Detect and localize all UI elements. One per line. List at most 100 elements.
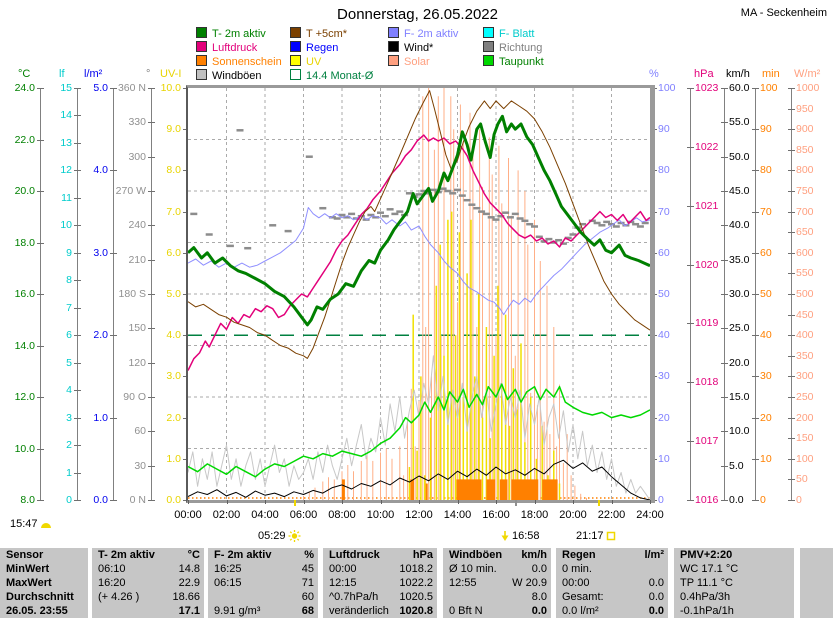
axis-tick-label: 90 O [123,391,146,403]
axis-tick-label: 100 [796,452,814,465]
axis-tick-label: 3.0 [166,370,181,383]
table-row [800,562,833,576]
axis-tick-label: 24.0 [14,82,35,94]
table-column-0: Sensor MinWert MaxWert Durchschnitt 26.05. 2… [0,548,88,618]
axis-tick-label: 0.0 [729,494,744,506]
axis-tick-label: 600 [796,246,814,259]
legend-item-t-5cm: T +5cm* [290,27,347,40]
table-cell: MaxWert [6,577,52,589]
axis-tick-label: 150 [128,322,146,335]
axis-tick-label: 50.0 [729,150,750,163]
axis-tick [687,146,694,148]
axis-tick [687,88,694,89]
table-cell: 1022.2 [399,577,433,589]
axis-tick-label: 10 [60,219,72,232]
axis-tick-label: 25.0 [729,322,750,335]
legend-label: Richtung [499,42,543,54]
axis-tick [721,156,728,158]
axis-tick [752,129,759,131]
axis-tick [752,88,759,89]
legend-label: Luftdruck [212,42,258,54]
axis-tick [110,88,117,89]
axis-tick-label: 550 [796,267,814,280]
table-row: ^0.7hPa/h 1020.5 [323,590,437,604]
axis-tick [788,149,795,151]
table-cell: 14.8 [178,563,200,575]
table-cell: 16:20 [98,577,126,589]
legend-swatch-f-blatt-icon [483,27,494,38]
axis-tick [721,294,728,295]
axis-tick-label: 100 [658,82,676,94]
table-cell: ^0.7hPa/h [329,591,379,603]
axis-tick-label: 150 [796,432,814,445]
table-cell: 0.0 l/m² [562,605,599,617]
axis-unit-w-m: W/m² [794,68,821,80]
table-cell: 1018.2 [399,563,433,575]
legend-item-f-blatt: F- Blatt [483,27,534,40]
axis-tick [788,211,795,213]
table-cell: 26.05. 23:55 [6,605,68,617]
x-axis-label: 06:00 [289,509,318,521]
axis-tick-label: 50 [796,473,808,486]
axis-tick [721,328,728,330]
axis-tick-label: 40 [760,329,772,342]
axis-unit-c: °C [18,68,31,80]
axis-tick [752,500,759,501]
axis-tick-label: 12 [60,164,72,177]
axis-tick-label: 1 [66,466,72,479]
axis-tick [37,397,44,398]
axis-tick [788,397,795,398]
axis-tick-label: 1023 [695,82,719,94]
x-axis-label: 20:00 [559,509,587,521]
axis-tick [74,252,81,254]
axis-tick-label: 1020 [695,258,719,271]
legend-swatch-14-4-monat-icon [290,69,301,80]
x-axis-label: 00:00 [174,509,202,521]
axis-tick [74,390,81,392]
axis-tick [721,397,728,398]
axis-tick-label: 60.0 [729,82,750,94]
table-cell: hPa [412,549,433,561]
axis-tick [788,417,795,419]
table-row: MinWert [0,562,88,576]
axis-tick [721,122,728,124]
axis-tick-label: 2 [66,439,72,452]
axis-tick-label: 0 [66,494,72,506]
x-axis-tick [534,500,536,504]
table-cell: 0 min. [562,563,592,575]
table-row: 8.0 [443,590,551,604]
axis-unit-min: min [762,68,780,80]
axis-tick [110,335,117,337]
sun-icon [288,530,301,542]
axis-tick-label: 12.0 [14,391,35,403]
table-cell: 45 [301,563,314,575]
axis-tick [148,191,155,192]
axis-tick [752,335,759,337]
table-row: Gesamt: 0.0 [556,590,668,604]
moon-time: 15:47 [10,518,52,530]
axis-tick-label: 20.0 [14,185,35,197]
legend-label: Taupunkt [499,56,544,68]
axis-tick-label: 9 [66,246,72,259]
axis-tick [74,280,81,282]
axis-tick [148,88,155,89]
plot-area[interactable] [186,85,655,503]
axis-tick [788,108,795,110]
axis-tick-label: 10.0 [729,425,750,438]
table-row: 00:00 1018.2 [323,562,437,576]
x-axis-tick [188,500,189,504]
legend-label: Wind* [404,42,434,54]
axis-tick-label: 1021 [695,199,719,212]
axis-tick-label: 1000 [796,82,820,94]
axis-tick-label: 15.0 [729,391,750,403]
axis-tick-label: 4 [66,384,72,397]
table-cell: (+ 4.26 ) [98,591,140,603]
axis-tick-label: 50 [760,288,772,300]
table-row: -0.1hPa/1h [674,604,794,618]
event-axis-tick [597,500,600,506]
axis-tick [788,88,795,89]
axis-tick [752,417,759,419]
axis-tick-label: 22.0 [14,133,35,146]
axis-tick [37,500,44,501]
axis-tick-label: 350 [796,349,814,362]
